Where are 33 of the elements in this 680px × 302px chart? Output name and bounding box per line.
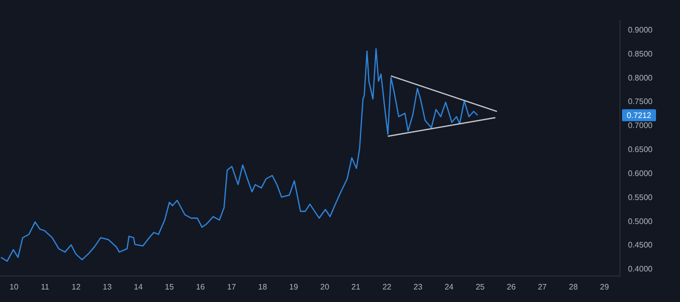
x-tick-label: 18	[258, 282, 268, 292]
x-tick-label: 14	[134, 282, 144, 292]
y-tick-label: 0.4000	[628, 264, 654, 274]
x-tick-label: 23	[414, 282, 423, 292]
y-tick-label: 0.6000	[628, 168, 654, 178]
text: 0.7212	[626, 111, 652, 120]
x-tick-label: 13	[102, 282, 112, 292]
x-tick-label: 19	[289, 282, 299, 292]
x-tick-label: 28	[568, 282, 578, 292]
x-tick-label: 26	[506, 282, 516, 292]
x-tick-label: 15	[164, 282, 174, 292]
x-tick-label: 12	[72, 282, 82, 292]
x-tick-label: 11	[40, 282, 50, 292]
x-tick-label: 20	[320, 282, 330, 292]
y-tick-label: 0.7000	[628, 121, 654, 130]
y-tick-label: 0.5500	[628, 192, 654, 202]
x-tick-label: 16	[196, 282, 206, 292]
y-tick-label: 0.5000	[628, 216, 654, 226]
x-tick-label: 25	[476, 282, 486, 292]
x-tick-label: 10	[10, 282, 19, 292]
line-series	[0, 48, 478, 262]
y-tick-label: 0.6500	[628, 145, 654, 154]
x-tick-label: 22	[382, 282, 392, 292]
y-tick-label: 0.9000	[628, 25, 654, 34]
x-tick-label: 24	[444, 282, 454, 292]
y-tick-label: 0.8000	[628, 73, 654, 82]
x-tick-label: 29	[600, 282, 610, 292]
y-tick-label: 0.8500	[628, 49, 654, 58]
y-tick-label: 0.4500	[628, 240, 654, 250]
y-tick-label: 0.7500	[628, 97, 654, 106]
x-tick-label: 21	[351, 282, 361, 292]
x-tick-label: 17	[227, 282, 237, 292]
x-tick-label: 27	[538, 282, 548, 292]
